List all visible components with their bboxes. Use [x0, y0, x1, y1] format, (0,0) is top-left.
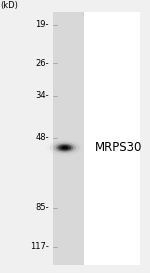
FancyBboxPatch shape	[84, 12, 140, 265]
Text: 19-: 19-	[35, 20, 49, 29]
Text: 117-: 117-	[30, 242, 49, 251]
Ellipse shape	[50, 141, 80, 154]
FancyBboxPatch shape	[53, 12, 84, 265]
Ellipse shape	[56, 144, 74, 152]
Text: 48-: 48-	[35, 133, 49, 143]
Text: (kD): (kD)	[0, 1, 18, 10]
Text: MRPS30: MRPS30	[95, 141, 142, 154]
Ellipse shape	[58, 145, 71, 150]
Text: 85-: 85-	[35, 203, 49, 212]
Ellipse shape	[46, 140, 83, 156]
Text: 34-: 34-	[35, 91, 49, 100]
Ellipse shape	[53, 143, 76, 153]
Text: 26-: 26-	[35, 58, 49, 67]
Ellipse shape	[61, 146, 68, 149]
